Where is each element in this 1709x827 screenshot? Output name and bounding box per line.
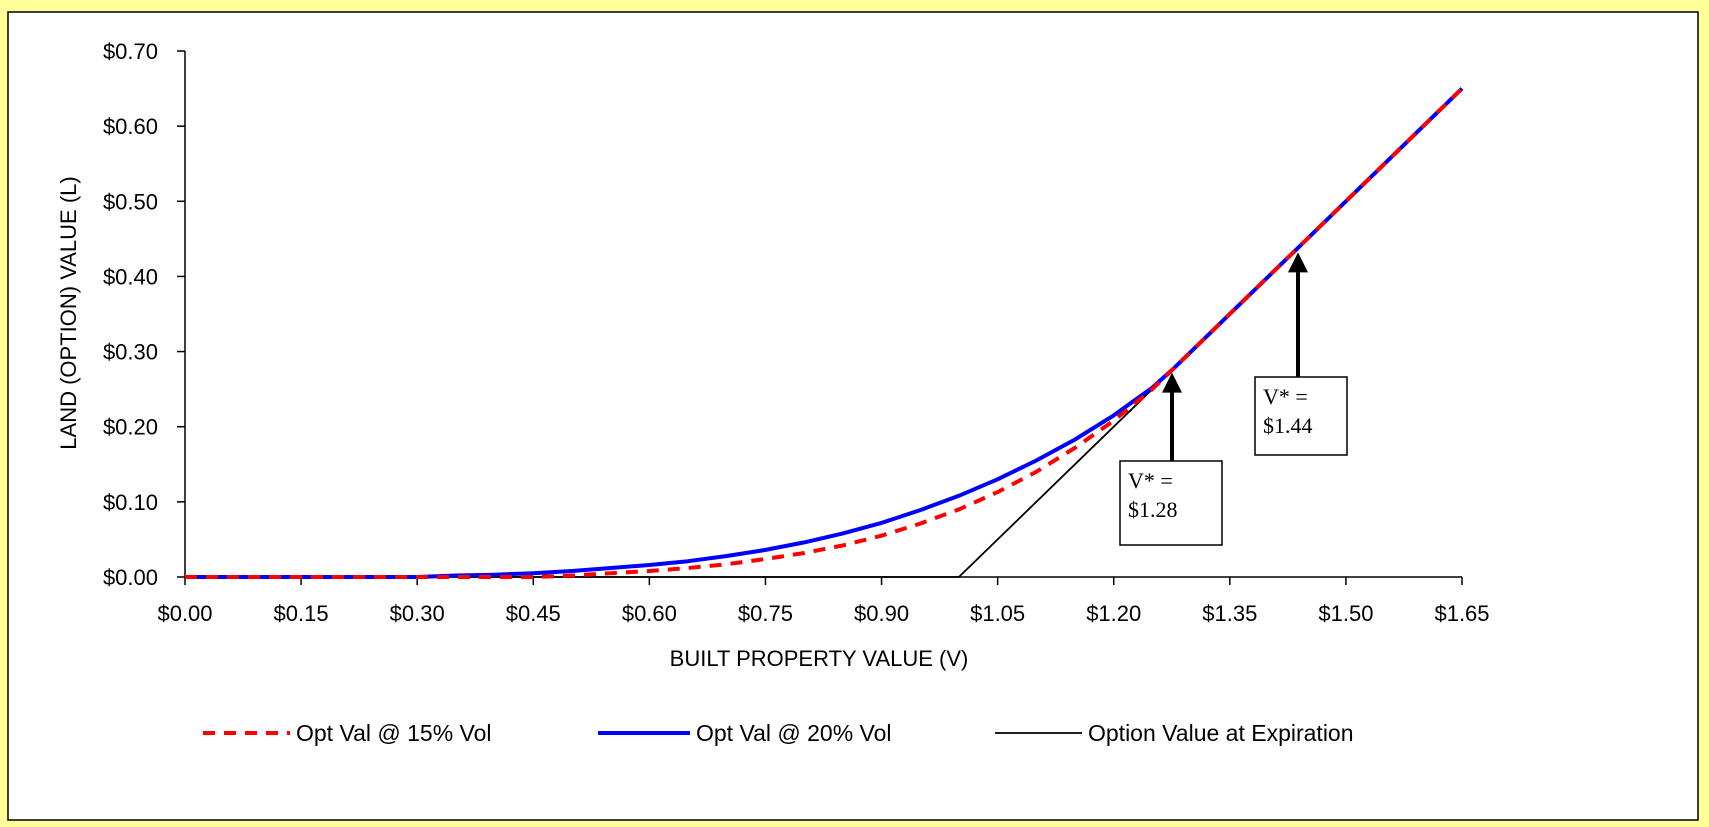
legend-label-2: Opt Val @ 20% Vol <box>696 720 892 746</box>
x-tick-label: $1.50 <box>1318 601 1373 626</box>
annotation-box <box>1254 376 1348 456</box>
plot-border <box>7 11 1699 821</box>
y-tick-label: $0.50 <box>103 189 158 214</box>
y-tick-label: $0.30 <box>103 340 158 365</box>
annotation-arrowhead <box>1288 252 1308 273</box>
x-tick-label: $0.00 <box>157 601 212 626</box>
x-tick-label: $0.75 <box>738 601 793 626</box>
y-tick-label: $0.40 <box>103 264 158 289</box>
y-tick-label: $0.70 <box>103 39 158 64</box>
x-axis-title: BUILT PROPERTY VALUE (V) <box>670 646 969 671</box>
annotation-label-line2: $1.44 <box>1263 413 1313 438</box>
x-tick-label: $0.60 <box>622 601 677 626</box>
annotation-label-line2: $1.28 <box>1128 497 1178 522</box>
legend-label-1: Opt Val @ 15% Vol <box>296 720 492 746</box>
annotation-box <box>1119 460 1223 546</box>
annotation-label-line1: V* = <box>1128 468 1173 493</box>
x-tick-label: $1.35 <box>1202 601 1257 626</box>
series-line-1 <box>185 87 1464 579</box>
y-tick-label: $0.20 <box>103 415 158 440</box>
x-tick-label: $1.05 <box>970 601 1025 626</box>
x-tick-label: $1.20 <box>1086 601 1141 626</box>
y-tick-label: $0.60 <box>103 114 158 139</box>
legend-label-3: Option Value at Expiration <box>1088 720 1354 746</box>
x-tick-label: $0.15 <box>274 601 329 626</box>
annotation-arrowhead <box>1162 372 1182 393</box>
x-tick-label: $0.90 <box>854 601 909 626</box>
x-tick-label: $0.30 <box>390 601 445 626</box>
y-tick-label: $0.00 <box>103 565 158 590</box>
x-tick-label: $0.45 <box>506 601 561 626</box>
legend: Opt Val @ 15% Vol Opt Val @ 20% Vol Option… <box>203 720 1354 746</box>
x-tick-label: $1.65 <box>1434 601 1489 626</box>
annotation-label-line1: V* = <box>1263 384 1308 409</box>
y-axis-title: LAND (OPTION) VALUE (L) <box>56 176 81 449</box>
y-tick-label: $0.10 <box>103 490 158 515</box>
